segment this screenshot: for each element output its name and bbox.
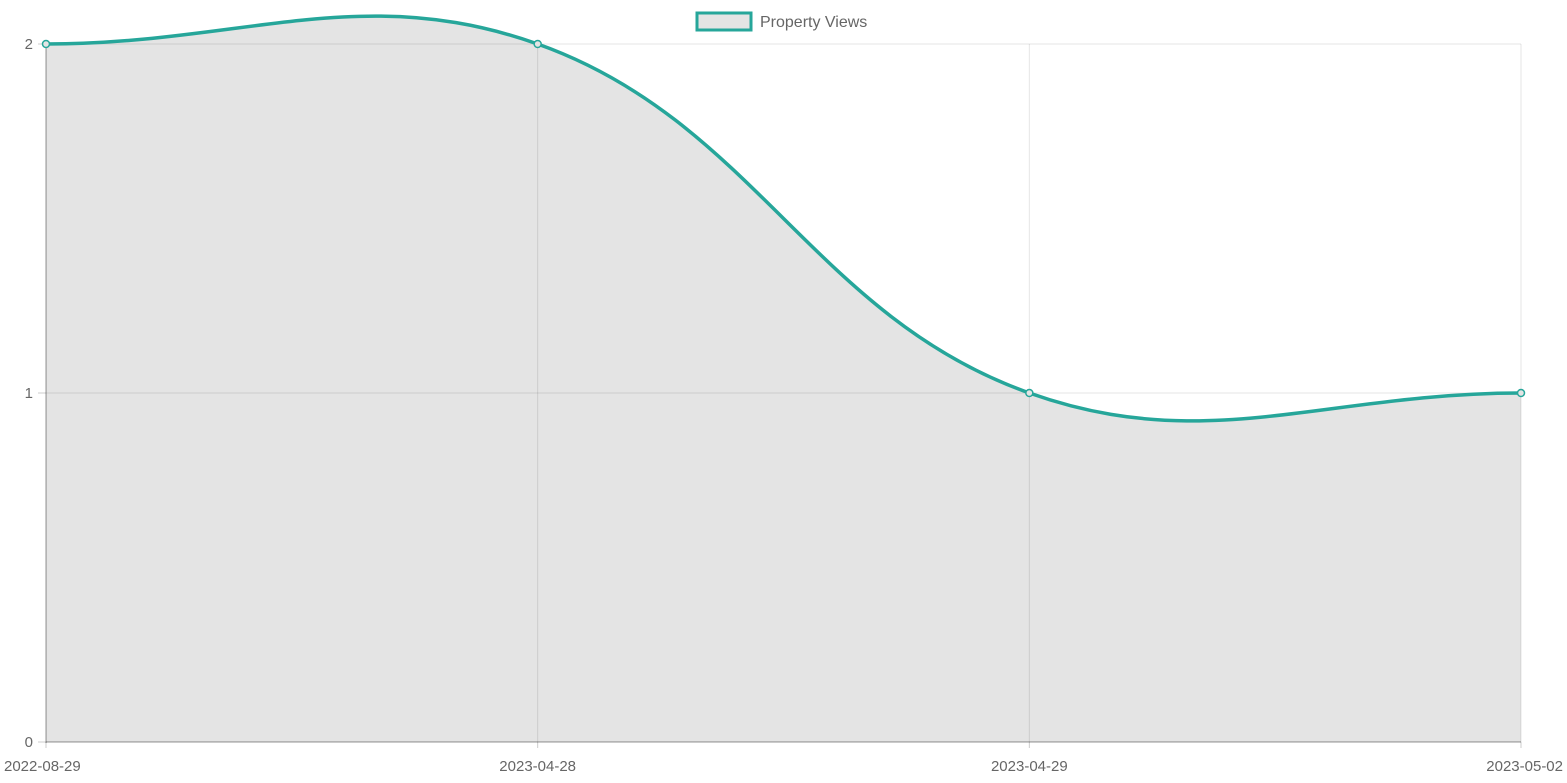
data-point-2022-08-29[interactable] — [41, 39, 51, 49]
area-fill-property-views — [46, 16, 1521, 742]
legend[interactable]: Property Views — [695, 11, 867, 32]
y-tick-label: 2 — [25, 36, 33, 53]
x-tick-label: 2022-08-29 — [4, 758, 81, 775]
x-tick-label: 2023-05-02 — [1486, 758, 1563, 775]
data-point-2023-04-28[interactable] — [533, 39, 542, 49]
x-tick-label: 2023-04-28 — [499, 758, 576, 775]
y-tick-label: 0 — [25, 734, 33, 751]
data-point-2023-04-29[interactable] — [1025, 388, 1034, 398]
data-point-2023-05-02[interactable] — [1516, 388, 1526, 398]
x-tick-label: 2023-04-29 — [991, 758, 1068, 775]
y-tick-label: 1 — [25, 385, 33, 402]
legend-label-property-views[interactable]: Property Views — [760, 14, 867, 31]
legend-swatch-property-views[interactable] — [695, 11, 753, 32]
series-line-property-views — [44, 14, 1523, 423]
